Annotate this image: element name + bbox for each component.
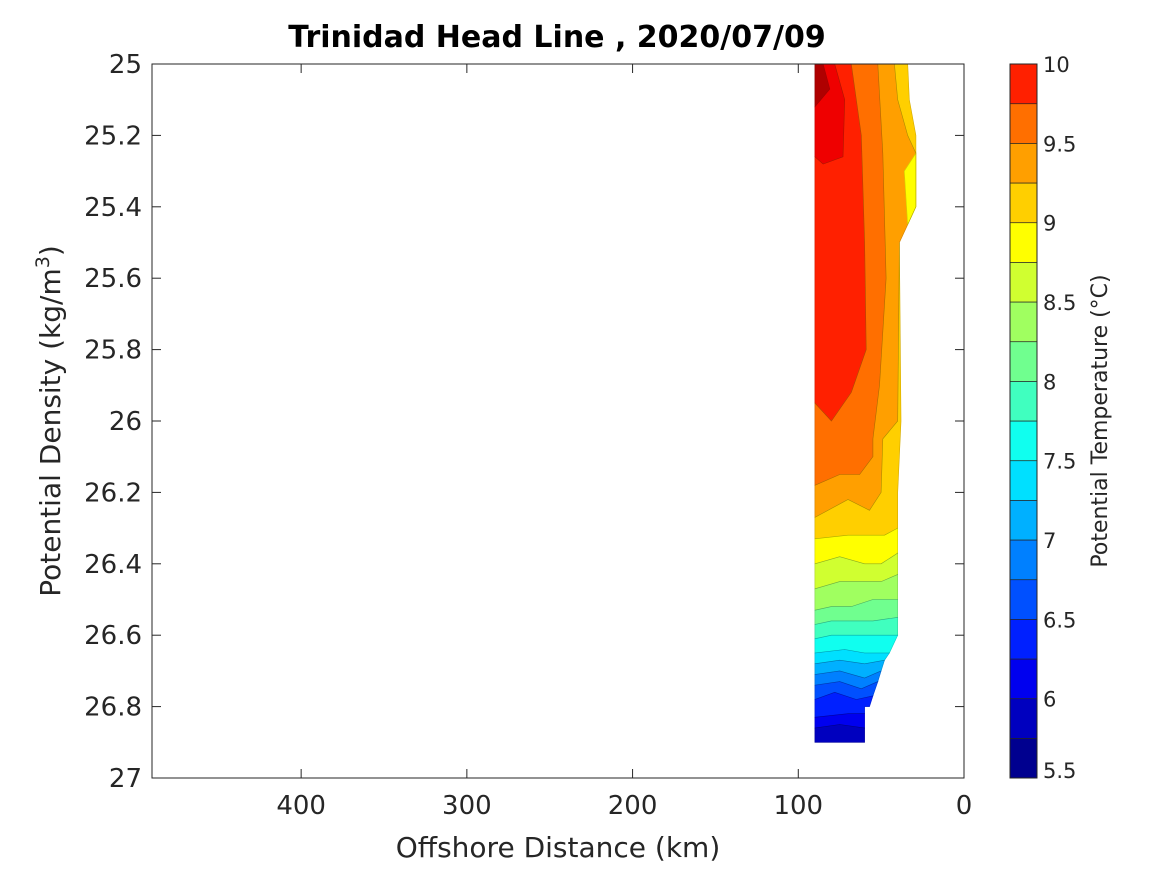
y-tick-label: 26.4 bbox=[84, 550, 142, 580]
colorbar-tick-label: 8.5 bbox=[1043, 291, 1076, 315]
contour-line-17 bbox=[814, 681, 879, 700]
contour-line-8 bbox=[814, 527, 899, 565]
y-tick-label: 25.4 bbox=[84, 193, 142, 223]
y-tick-label: 25.2 bbox=[84, 121, 142, 151]
colorbar-segment bbox=[1009, 499, 1038, 541]
colorbar-tick-label: 7.5 bbox=[1043, 450, 1076, 474]
colorbar-tick-label: 9 bbox=[1043, 212, 1056, 236]
colorbar-ticks: 5.5 6 6.5 7 7.5 8 8.5 9 9.5 10 bbox=[1043, 53, 1076, 783]
contour-line-6 bbox=[814, 242, 902, 540]
colorbar-segment bbox=[1009, 341, 1038, 382]
contour-line-2 bbox=[814, 63, 867, 422]
x-tick-label: 300 bbox=[442, 791, 492, 821]
y-axis-label-main: Potential Density (kg/m bbox=[34, 268, 67, 597]
contour-line-1 bbox=[814, 63, 846, 165]
colorbar-segment bbox=[1009, 658, 1038, 700]
y-axis: 25 25.2 25.4 25.6 25.8 26 26.2 26.4 26.6 26.8 27 bbox=[84, 50, 964, 794]
colorbar-tick-label: 9.5 bbox=[1043, 132, 1076, 156]
contour-line-7 bbox=[903, 152, 917, 225]
y-axis-label-end: ) bbox=[34, 245, 67, 256]
colorbar-frame bbox=[1009, 63, 1038, 779]
contour-line-12 bbox=[814, 617, 899, 640]
colorbar-label: Potential Temperature (°C) bbox=[1088, 274, 1113, 567]
contour-line-10 bbox=[814, 574, 899, 611]
colorbar-segment bbox=[1009, 420, 1038, 462]
contour-line-18 bbox=[814, 691, 874, 718]
contour-line-15 bbox=[814, 659, 885, 679]
y-tick-label: 25 bbox=[109, 50, 142, 80]
y-tick-label: 25.6 bbox=[84, 264, 142, 294]
colorbar-segment bbox=[1009, 460, 1038, 501]
contour-line-3 bbox=[814, 63, 887, 486]
contour-line-9 bbox=[814, 552, 899, 590]
colorbar-tick-label: 8 bbox=[1043, 370, 1056, 394]
y-tick-label: 26.8 bbox=[84, 693, 142, 723]
contour-band-20 bbox=[814, 724, 865, 743]
colorbar-segment bbox=[1009, 103, 1038, 144]
colorbar-segment bbox=[1009, 380, 1038, 422]
contour-line-4 bbox=[814, 63, 917, 518]
contour-bands bbox=[814, 63, 917, 743]
colorbar-segment bbox=[1009, 182, 1038, 224]
x-tick-label: 0 bbox=[956, 791, 973, 821]
colorbar-segment bbox=[1009, 618, 1038, 660]
colorbar-segment bbox=[1009, 301, 1038, 343]
contour-line-14 bbox=[814, 649, 890, 665]
colorbar-segment bbox=[1009, 261, 1038, 303]
colorbar-segment bbox=[1009, 142, 1038, 184]
contour-line-19 bbox=[814, 713, 865, 729]
colorbar-segment bbox=[1009, 737, 1038, 779]
colorbar-segment bbox=[1009, 222, 1038, 263]
x-tick-label: 100 bbox=[773, 791, 823, 821]
colorbar-tick-label: 6 bbox=[1043, 688, 1056, 712]
contour-band-7 bbox=[903, 152, 917, 225]
y-tick-label: 25.8 bbox=[84, 336, 142, 366]
x-tick-label: 400 bbox=[276, 791, 326, 821]
contour-line-5 bbox=[894, 63, 917, 154]
y-tick-label: 27 bbox=[109, 764, 142, 794]
contour-line-20 bbox=[814, 724, 865, 743]
colorbar-segment bbox=[1009, 579, 1038, 620]
colorbar-segment bbox=[1009, 539, 1038, 581]
colorbar-tick-label: 6.5 bbox=[1043, 608, 1076, 632]
contour-band-13 bbox=[814, 634, 899, 654]
x-axis: 400 300 200 100 0 bbox=[276, 64, 972, 821]
contour-line-11 bbox=[814, 599, 899, 625]
y-tick-label: 26.6 bbox=[84, 621, 142, 651]
colorbar-tick-label: 7 bbox=[1043, 529, 1056, 553]
y-axis-label-superscript: 3 bbox=[32, 256, 54, 268]
contour-line-13 bbox=[814, 634, 899, 654]
y-tick-label: 26.2 bbox=[84, 478, 142, 508]
x-tick-label: 200 bbox=[608, 791, 658, 821]
colorbar-segment bbox=[1009, 698, 1038, 739]
x-axis-label: Offshore Distance (km) bbox=[396, 831, 721, 864]
chart-title: Trinidad Head Line , 2020/07/09 bbox=[288, 20, 825, 55]
contour-band-5 bbox=[894, 63, 917, 154]
colorbar-tick-label: 5.5 bbox=[1043, 759, 1076, 783]
contour-line-16 bbox=[814, 670, 882, 690]
colorbar-segment bbox=[1009, 63, 1038, 105]
y-axis-label: Potential Density (kg/m3) bbox=[32, 245, 67, 597]
colorbar-tick-label: 10 bbox=[1043, 53, 1070, 77]
colorbar bbox=[1009, 63, 1038, 779]
y-tick-label: 26 bbox=[109, 407, 142, 437]
